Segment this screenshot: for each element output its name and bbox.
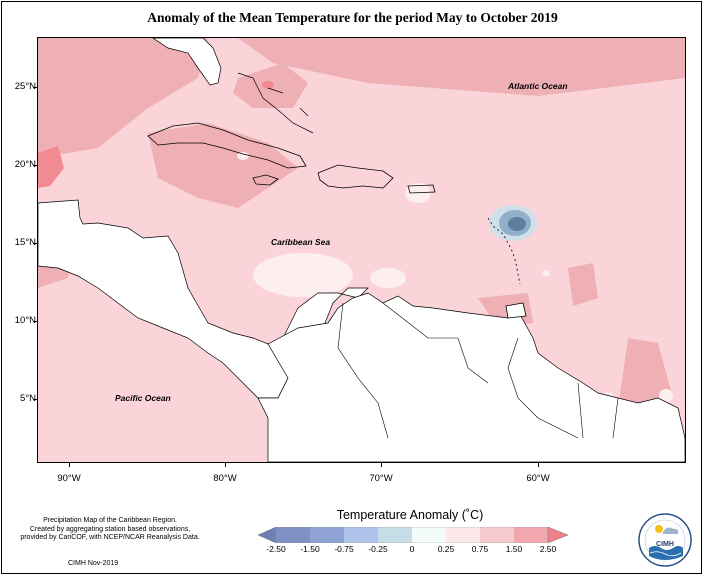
land-borders <box>337 302 619 439</box>
legend-tick: 0.75 <box>471 544 489 554</box>
legend-tick: 0.25 <box>437 544 455 554</box>
caribbean-sea-label: Caribbean Sea <box>271 237 331 247</box>
legend-swatch <box>378 527 412 543</box>
lon-tickmark <box>69 463 70 467</box>
lat-tickmark <box>33 399 37 400</box>
legend-frame <box>275 527 549 543</box>
legend-tick: -1.50 <box>300 544 320 554</box>
lon-tickmark <box>381 463 382 467</box>
land-south-america <box>257 292 685 462</box>
legend-tick: 0 <box>409 544 415 554</box>
legend-tick: -2.50 <box>266 544 286 554</box>
neutral-patch-aruba <box>370 268 406 288</box>
legend-tick: -0.75 <box>334 544 354 554</box>
neutral-patch-cayman <box>237 152 249 160</box>
page-title: Anomaly of the Mean Temperature for the … <box>147 10 558 25</box>
legend-swatch <box>344 527 378 543</box>
legend-swatch <box>276 527 310 543</box>
logo-text: CIMH <box>656 541 674 548</box>
land-hispaniola <box>317 164 394 189</box>
atlantic-ocean-label: Atlantic Ocean <box>508 81 568 91</box>
map-canvas <box>38 38 685 462</box>
neutral-patch-cayenne <box>659 389 673 403</box>
legend-title: Temperature Anomaly (˚C) <box>336 508 484 522</box>
lat-tick-25: 25°N <box>14 81 36 92</box>
land-florida <box>152 38 222 86</box>
pacific-ocean-label: Pacific Ocean <box>115 393 171 403</box>
legend-swatch <box>480 527 514 543</box>
lat-tick-5: 5°N <box>20 393 36 404</box>
anomaly-region-north <box>38 38 685 96</box>
lat-tickmark <box>33 87 37 88</box>
legend-colorbar <box>258 527 568 543</box>
credits-date: CIMH Nov-2019 <box>68 560 119 567</box>
lat-tickmark <box>33 165 37 166</box>
legend-tick: 2.50 <box>539 544 557 554</box>
cimh-logo-icon: CIMH <box>638 513 692 567</box>
anomaly-hotspot-yucatan <box>38 146 64 188</box>
legend-swatch <box>446 527 480 543</box>
credits-block: Precipitation Map of the Caribbean Regio… <box>10 517 210 543</box>
legend-swatch <box>412 527 446 543</box>
lat-tickmark <box>33 243 37 244</box>
anomaly-region-barbados <box>568 263 598 306</box>
lon-tickmark <box>225 463 226 467</box>
land-jamaica <box>252 174 279 186</box>
lat-tick-10: 10°N <box>14 315 36 326</box>
lon-tick-90: 90°W <box>57 473 81 484</box>
land-lesser-antilles <box>487 217 521 285</box>
legend-tick: -0.25 <box>368 544 388 554</box>
lat-tick-20: 20°N <box>14 159 36 170</box>
land-puerto-rico <box>407 184 436 194</box>
legend-tick: 1.50 <box>505 544 523 554</box>
legend-arrow-low <box>258 527 277 543</box>
credits-line: Precipitation Map of the Caribbean Regio… <box>43 517 177 524</box>
legend-arrow-high <box>547 527 568 543</box>
lon-tickmark <box>538 463 539 467</box>
neutral-patch-caribbean <box>253 253 353 297</box>
legend-swatch <box>514 527 548 543</box>
negative-anomaly-strong <box>508 217 526 231</box>
lat-tick-15: 15°N <box>14 237 36 248</box>
land-bahamas <box>237 72 314 134</box>
anomaly-map <box>37 37 686 463</box>
anomaly-hotspot-bahamas <box>262 81 274 89</box>
legend-swatch <box>310 527 344 543</box>
lon-tick-80: 80°W <box>213 473 237 484</box>
anomaly-region-gulf <box>38 38 208 158</box>
lon-tick-60: 60°W <box>526 473 550 484</box>
credits-line: Created by aggregating station based obs… <box>29 525 191 533</box>
credits-line: provided by CariCOF, with NCEP/NCAR Rean… <box>20 534 200 541</box>
lon-tick-70: 70°W <box>369 473 393 484</box>
anomaly-region-cuba-south <box>148 123 298 208</box>
neutral-patch-grenada <box>542 270 550 276</box>
land-cuba <box>147 122 307 169</box>
lat-tickmark <box>33 321 37 322</box>
land-trinidad <box>505 302 527 319</box>
